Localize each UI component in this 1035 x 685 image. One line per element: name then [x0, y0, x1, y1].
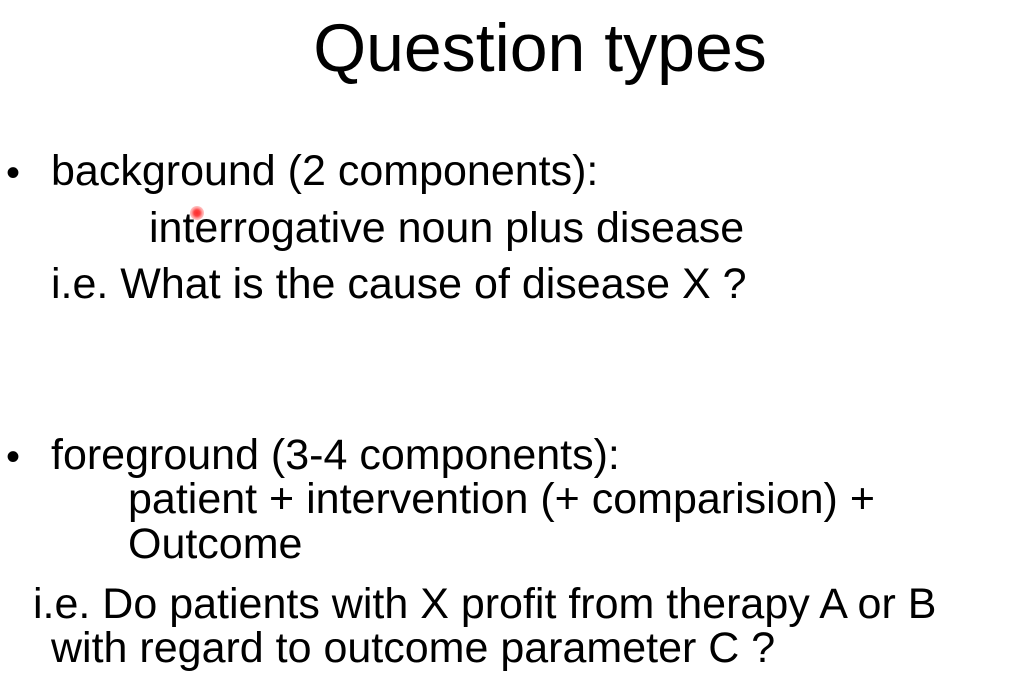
slide-title: Question types [313, 10, 767, 86]
foreground-definition-line-1: patient + intervention (+ comparision) + [128, 475, 875, 523]
laser-pointer-dot [190, 206, 204, 220]
foreground-definition-line-2: Outcome [128, 520, 303, 568]
background-example: i.e. What is the cause of disease X ? [51, 260, 747, 308]
background-definition: interrogative noun plus disease [149, 204, 745, 252]
foreground-example-line-1: i.e. Do patients with X profit from ther… [33, 580, 937, 628]
foreground-example-line-2: with regard to outcome parameter C ? [51, 624, 776, 672]
bullet-marker-foreground: • [6, 435, 21, 479]
bullet-heading-background: background (2 components): [51, 147, 599, 195]
bullet-heading-foreground: foreground (3-4 components): [51, 431, 620, 479]
bullet-marker-background: • [6, 151, 21, 195]
